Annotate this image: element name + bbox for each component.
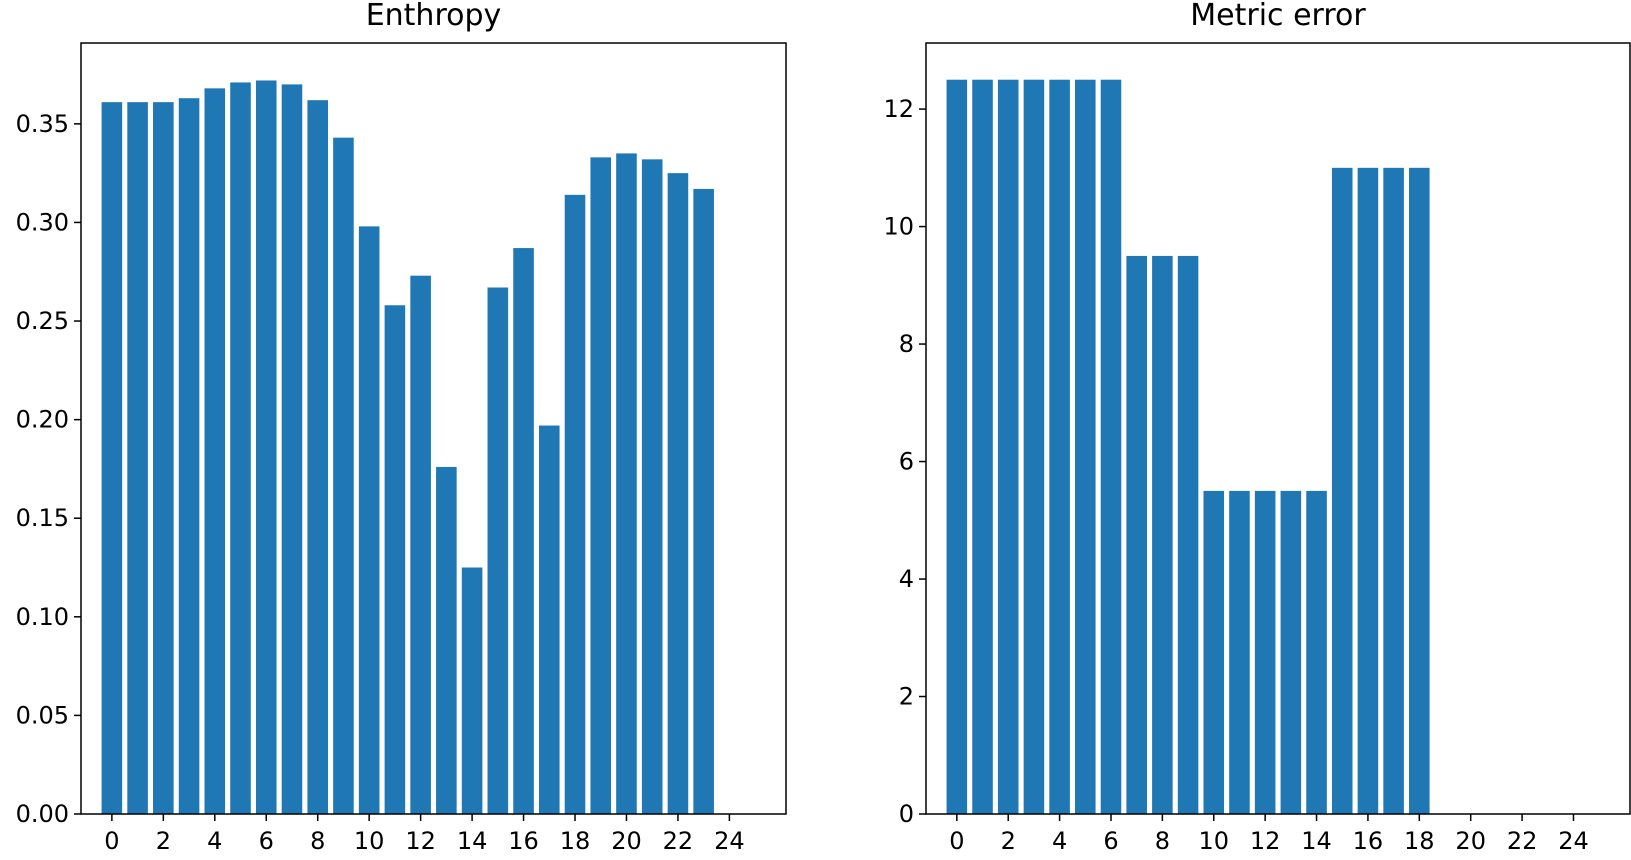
x-axis-ticks: 0 2 4 6 8 10 12 14 16 18 20 22 24 [949,814,1589,855]
bar-3 [1023,79,1045,814]
x-tick-label: 4 [1052,827,1067,855]
x-tick-label: 6 [259,827,274,855]
bar-21 [641,159,663,815]
x-tick-label: 10 [354,827,385,855]
x-tick-label: 12 [405,827,436,855]
bar-23 [693,188,714,815]
x-axis-ticks: 0 2 4 6 8 10 12 14 16 18 20 22 24 [104,814,745,855]
x-tick-label: 22 [1507,827,1538,855]
bar-22 [667,173,689,814]
x-tick-label: 6 [1103,827,1118,855]
y-tick-label: 0.25 [16,307,69,335]
bar-9 [1177,255,1199,814]
y-tick-label: 10 [883,213,914,241]
y-tick-label: 0.10 [16,603,69,631]
bar-15 [487,287,509,814]
bar-4 [1049,79,1070,814]
x-tick-label: 22 [663,827,694,855]
bar-17 [1383,167,1404,814]
bar-6 [255,80,277,815]
chart-title: Enthropy [366,0,502,33]
y-axis-ticks: 0.00 0.05 0.10 0.15 0.20 0.25 0.30 0.35 [16,110,81,828]
bar-6 [1100,79,1122,814]
bars-group [101,80,714,815]
bar-16 [513,248,534,814]
x-tick-label: 18 [1404,827,1435,855]
bar-1 [972,79,993,814]
bar-8 [307,100,328,815]
x-tick-label: 8 [1155,827,1170,855]
bar-1 [127,102,148,814]
bar-0 [101,102,123,814]
y-tick-label: 6 [899,448,914,476]
bar-7 [1126,255,1147,814]
y-axis-ticks: 0 2 4 6 8 10 12 [883,95,926,828]
y-tick-label: 2 [899,683,914,711]
chart-enthropy: 0.000.050.100.150.200.250.300.35 0 2 4 6 8 10… [16,0,787,855]
bar-13 [436,466,457,814]
y-tick-label: 0.00 [16,800,69,828]
bar-18 [564,194,586,814]
y-tick-label: 0.15 [16,504,69,532]
plot-frame [80,42,787,815]
y-tick-label: 4 [899,565,914,593]
x-tick-label: 24 [714,827,745,855]
bar-0 [946,79,968,814]
bar-12 [1254,490,1276,814]
y-tick-label: 12 [883,95,914,123]
bar-9 [333,137,354,814]
x-tick-label: 20 [1455,827,1486,855]
x-tick-label: 20 [611,827,642,855]
x-tick-label: 14 [1301,827,1332,855]
bar-11 [384,305,406,814]
y-tick-label: 0.05 [16,701,69,729]
bar-10 [358,226,380,814]
bar-7 [281,84,303,814]
bar-13 [1280,490,1302,814]
bar-12 [410,275,431,814]
bar-10 [1203,490,1225,814]
plot-frame [925,42,1631,815]
x-tick-label: 14 [457,827,488,855]
x-tick-label: 10 [1198,827,1229,855]
x-tick-label: 24 [1558,827,1589,855]
x-tick-label: 18 [560,827,591,855]
x-tick-label: 0 [104,827,119,855]
bar-14 [1306,490,1327,814]
bar-15 [1331,167,1353,814]
x-tick-label: 16 [508,827,539,855]
y-tick-label: 8 [899,330,914,358]
bar-2 [997,79,1019,814]
bar-17 [538,425,560,814]
y-tick-label: 0.20 [16,406,69,434]
bar-16 [1357,167,1379,814]
bar-8 [1152,255,1173,814]
chart-title: Metric error [1190,0,1366,33]
bar-3 [178,98,200,814]
x-tick-label: 0 [949,827,964,855]
x-tick-label: 12 [1250,827,1281,855]
bar-20 [616,153,637,815]
y-tick-label: 0.30 [16,208,69,236]
x-tick-label: 16 [1353,827,1384,855]
x-tick-label: 4 [207,827,222,855]
x-tick-label: 8 [310,827,325,855]
y-tick-label: 0.35 [16,110,69,138]
x-tick-label: 2 [156,827,171,855]
bars-group [946,79,1430,814]
x-tick-label: 2 [1001,827,1016,855]
bar-2 [153,102,174,814]
bar-18 [1409,167,1430,814]
bar-11 [1229,490,1250,814]
y-tick-label: 0 [899,800,914,828]
bar-4 [204,88,226,815]
bar-14 [461,567,483,814]
bar-5 [230,82,251,814]
bar-19 [590,157,612,814]
bar-5 [1075,79,1096,814]
